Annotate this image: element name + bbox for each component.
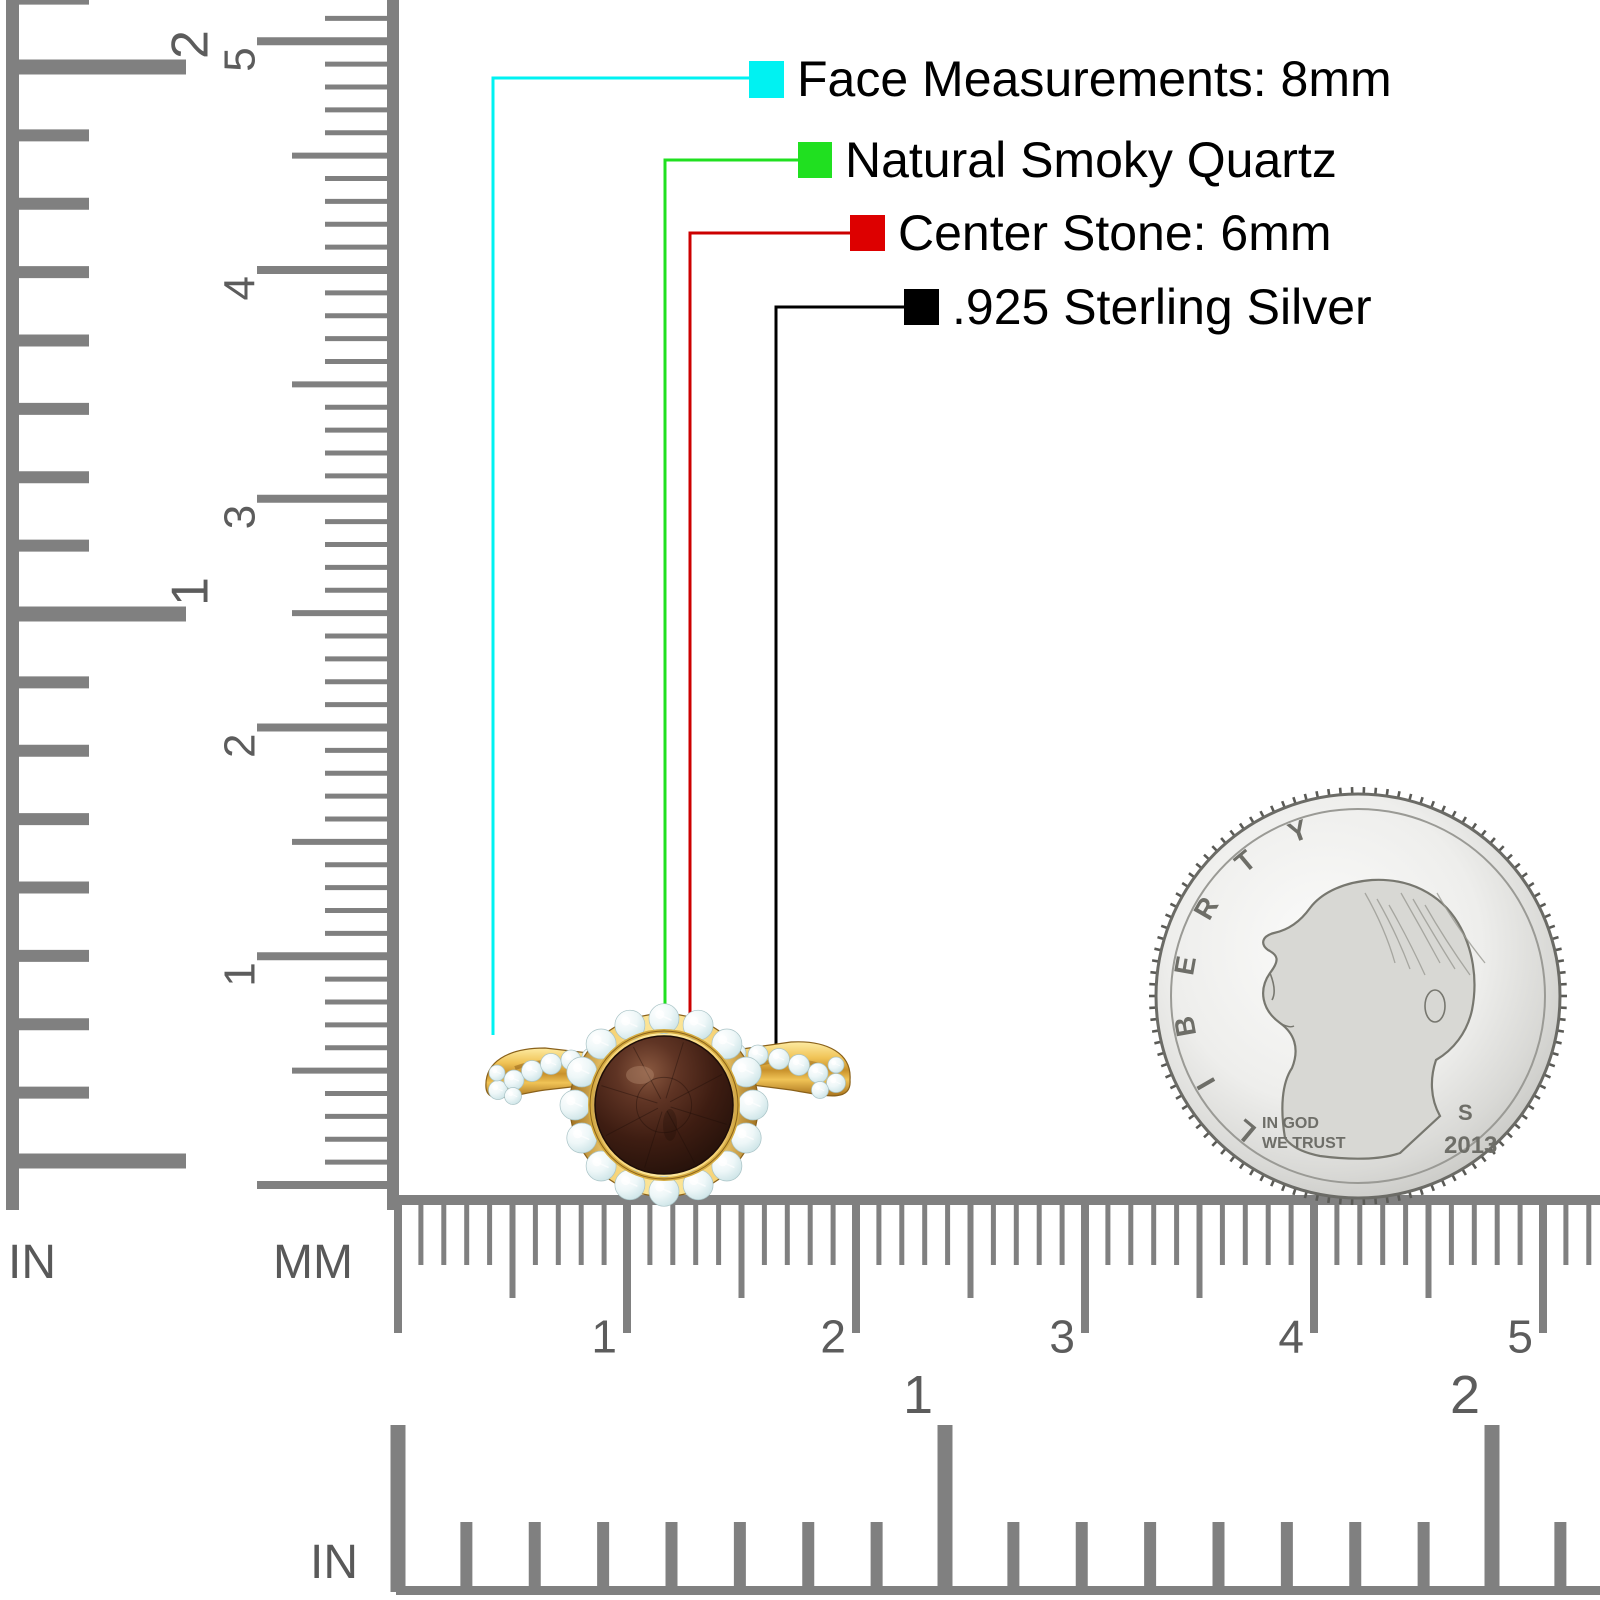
svg-text:2: 2 <box>162 30 220 59</box>
svg-text:2013: 2013 <box>1444 1132 1497 1159</box>
svg-text:1: 1 <box>591 1311 617 1363</box>
svg-text:Natural Smoky Quartz: Natural Smoky Quartz <box>845 132 1337 188</box>
svg-text:3: 3 <box>1049 1311 1075 1363</box>
svg-text:S: S <box>1458 1100 1473 1125</box>
svg-text:1: 1 <box>903 1365 933 1425</box>
svg-text:1: 1 <box>216 962 265 986</box>
svg-text:Face Measurements: 8mm: Face Measurements: 8mm <box>797 51 1392 107</box>
svg-text:.925 Sterling Silver: .925 Sterling Silver <box>952 279 1372 335</box>
svg-text:1: 1 <box>162 577 220 606</box>
svg-text:WE TRUST: WE TRUST <box>1262 1135 1346 1152</box>
svg-text:4: 4 <box>216 276 265 300</box>
svg-text:IN: IN <box>310 1536 358 1589</box>
svg-text:IN: IN <box>8 1236 56 1289</box>
svg-text:2: 2 <box>1450 1365 1480 1425</box>
svg-text:2: 2 <box>820 1311 846 1363</box>
svg-text:4: 4 <box>1278 1311 1304 1363</box>
svg-text:5: 5 <box>216 47 265 71</box>
svg-text:Center Stone: 6mm: Center Stone: 6mm <box>898 205 1332 261</box>
svg-text:5: 5 <box>1507 1311 1533 1363</box>
svg-text:2: 2 <box>216 734 265 758</box>
svg-text:IN GOD: IN GOD <box>1262 1115 1319 1132</box>
svg-text:3: 3 <box>216 505 265 529</box>
svg-text:MM: MM <box>273 1236 353 1289</box>
